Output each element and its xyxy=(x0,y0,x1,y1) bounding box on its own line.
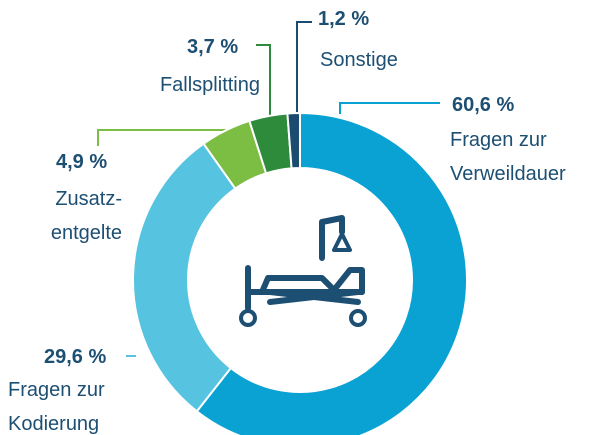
category-label: Sonstige xyxy=(320,49,398,71)
value-label: 4,9 % xyxy=(56,151,108,173)
slice xyxy=(286,111,301,170)
value-label: 1,2 % xyxy=(318,8,370,30)
category-label: Fragen zur Verweildauer xyxy=(450,129,566,185)
leader-line xyxy=(339,102,440,114)
value-label: 60,6 % xyxy=(452,94,515,116)
category-label: Fragen zur Kodierung xyxy=(8,379,105,435)
category-label: Zusatz-entgelte xyxy=(50,188,122,244)
leader-line xyxy=(296,21,312,113)
slice xyxy=(195,111,468,435)
category-label: Fallsplitting xyxy=(159,74,260,96)
slices xyxy=(132,111,468,435)
value-label: 29,6 % xyxy=(44,346,107,368)
leader-line xyxy=(256,44,271,118)
bed-icon xyxy=(239,215,367,327)
slice xyxy=(132,142,237,413)
value-label: 3,7 % xyxy=(187,36,239,58)
